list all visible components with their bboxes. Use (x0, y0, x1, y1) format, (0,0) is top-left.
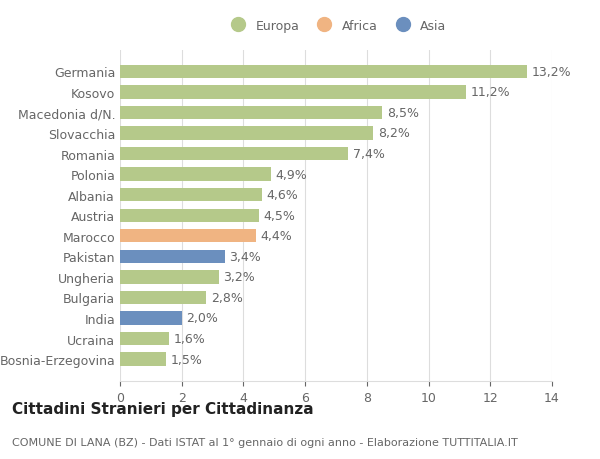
Text: 2,0%: 2,0% (187, 312, 218, 325)
Bar (120, 127, 373, 140)
Bar (120, 168, 271, 181)
Bar (120, 271, 219, 284)
Bar (120, 86, 466, 99)
Text: 2,8%: 2,8% (211, 291, 243, 304)
Text: 13,2%: 13,2% (532, 66, 572, 78)
Text: COMUNE DI LANA (BZ) - Dati ISTAT al 1° gennaio di ogni anno - Elaborazione TUTTI: COMUNE DI LANA (BZ) - Dati ISTAT al 1° g… (12, 437, 518, 447)
Bar (120, 353, 166, 366)
Text: 3,4%: 3,4% (230, 250, 261, 263)
Legend: Europa, Africa, Asia: Europa, Africa, Asia (221, 15, 452, 38)
Bar (120, 106, 382, 120)
Text: 1,5%: 1,5% (171, 353, 203, 366)
Bar (120, 147, 349, 161)
Text: Cittadini Stranieri per Cittadinanza: Cittadini Stranieri per Cittadinanza (12, 401, 314, 416)
Text: 7,4%: 7,4% (353, 148, 385, 161)
Bar (120, 312, 182, 325)
Bar (120, 189, 262, 202)
Text: 4,4%: 4,4% (260, 230, 292, 243)
Text: 4,9%: 4,9% (276, 168, 308, 181)
Bar (120, 332, 169, 346)
Bar (120, 250, 225, 263)
Text: 3,2%: 3,2% (223, 271, 255, 284)
Bar (120, 209, 259, 223)
Bar (120, 230, 256, 243)
Text: 8,5%: 8,5% (387, 106, 419, 120)
Bar (120, 66, 527, 79)
Bar (120, 291, 206, 304)
Text: 1,6%: 1,6% (174, 332, 206, 345)
Text: 4,6%: 4,6% (266, 189, 298, 202)
Text: 8,2%: 8,2% (377, 127, 410, 140)
Text: 11,2%: 11,2% (470, 86, 510, 99)
Text: 4,5%: 4,5% (263, 209, 295, 222)
